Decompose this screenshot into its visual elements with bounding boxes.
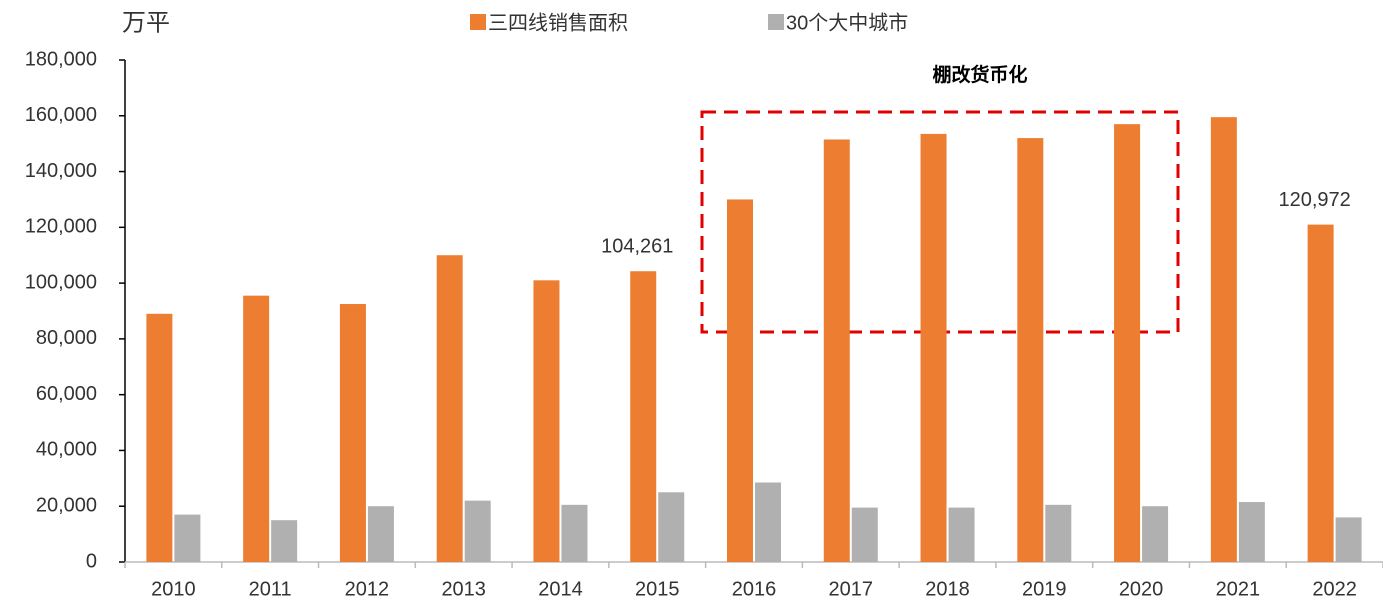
bar [1142, 506, 1169, 562]
x-tick-label: 2018 [925, 578, 970, 600]
y-tick-label: 40,000 [36, 439, 97, 461]
data-label: 104,261 [601, 236, 673, 258]
bar [367, 506, 394, 562]
y-tick-label: 160,000 [25, 104, 97, 126]
legend-label: 三四线销售面积 [488, 11, 628, 34]
y-tick-label: 60,000 [36, 383, 97, 405]
bar [533, 280, 560, 562]
bar [1335, 517, 1362, 562]
y-tick-label: 100,000 [25, 271, 97, 293]
x-tick-label: 2011 [249, 578, 292, 600]
y-tick-label: 120,000 [25, 216, 97, 238]
y-tick-label: 80,000 [36, 327, 97, 349]
bar [823, 139, 850, 562]
x-tick-label: 2013 [441, 578, 486, 600]
x-tick-label: 2010 [151, 578, 196, 600]
bar [1017, 138, 1044, 563]
bar [755, 482, 781, 562]
y-tick-label: 0 [86, 550, 97, 572]
x-tick-label: 2016 [732, 578, 777, 600]
legend-label: 30个大中城市 [786, 11, 908, 34]
y-tick-label: 140,000 [25, 160, 97, 182]
bar [948, 507, 975, 562]
annotation: 棚改货币化 [932, 63, 1027, 86]
bar [339, 304, 366, 562]
bar [1307, 224, 1334, 562]
bar [1114, 124, 1141, 563]
bar [174, 514, 201, 562]
legend-swatch [470, 14, 486, 30]
bar [146, 313, 173, 562]
bar [1045, 504, 1072, 562]
y-tick-label: 20,000 [36, 495, 97, 517]
legend-swatch [768, 14, 784, 30]
x-tick-label: 2017 [829, 578, 874, 600]
bar [271, 520, 298, 562]
bar [464, 500, 491, 562]
y-tick-label: 180,000 [25, 48, 97, 70]
data-label: 120,972 [1278, 189, 1350, 211]
x-tick-label: 2015 [635, 578, 680, 600]
x-tick-label: 2020 [1119, 578, 1164, 600]
bar [561, 504, 588, 562]
bar [1210, 117, 1237, 562]
x-tick-label: 2012 [345, 578, 390, 600]
x-tick-label: 2014 [538, 578, 583, 600]
unit-label: 万平 [122, 9, 170, 36]
x-tick-label: 2019 [1022, 578, 1067, 600]
bar [630, 271, 657, 562]
bar [243, 295, 270, 562]
x-tick-label: 2021 [1216, 578, 1261, 600]
x-tick-label: 2022 [1312, 578, 1357, 600]
bar [1238, 502, 1265, 562]
bar [436, 255, 463, 562]
bar [658, 492, 685, 562]
bar [727, 199, 753, 562]
bar [920, 133, 947, 562]
bar [851, 507, 878, 562]
